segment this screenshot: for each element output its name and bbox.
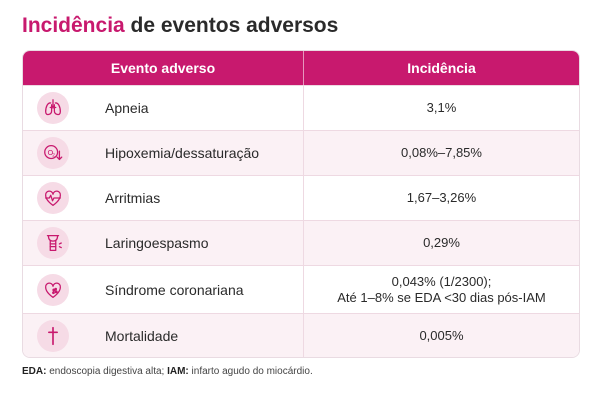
footnote-def-iam: infarto agudo do miocárdio. — [188, 366, 313, 377]
table-header: Evento adverso Incidência — [23, 51, 579, 85]
oxygen-down-icon: O 2 — [37, 137, 69, 169]
incidence-cell: 0,29% — [304, 235, 579, 251]
table-row: O 2 Hipoxemia/dessaturação 0,08%–7,85% — [23, 130, 579, 175]
incidence-cell: 3,1% — [304, 100, 579, 116]
cell-divider — [303, 176, 304, 220]
event-cell: Síndrome coronariana — [23, 266, 303, 313]
title-rest: de eventos adversos — [124, 14, 339, 37]
cell-divider — [303, 86, 304, 130]
table-row: Síndrome coronariana 0,043% (1/2300); At… — [23, 265, 579, 313]
heart-rhythm-icon — [37, 182, 69, 214]
incidence-value: 0,043% (1/2300); — [391, 273, 492, 289]
event-label: Hipoxemia/dessaturação — [105, 145, 260, 161]
event-cell: Apneia — [23, 86, 303, 130]
incidence-note: Até 1–8% se EDA <30 dias pós-IAM — [337, 289, 546, 305]
cell-divider — [303, 221, 304, 265]
svg-text:2: 2 — [52, 153, 55, 159]
incidence-value: 0,29% — [423, 235, 460, 250]
incidence-value: 3,1% — [426, 100, 457, 115]
adverse-events-table: Evento adverso Incidência Apneia 3,1% — [22, 50, 580, 358]
table-row: Laringoespasmo 0,29% — [23, 220, 579, 265]
event-label: Síndrome coronariana — [105, 281, 244, 298]
incidence-value: 1,67–3,26% — [406, 190, 477, 205]
incidence-value: 0,08%–7,85% — [401, 145, 482, 160]
header-incidence: Incidência — [407, 60, 476, 76]
cell-divider — [303, 314, 304, 357]
table-row: Arritmias 1,67–3,26% — [23, 175, 579, 220]
cell-divider — [303, 131, 304, 175]
incidence-cell: 0,08%–7,85% — [304, 145, 579, 161]
table-row: Apneia 3,1% — [23, 85, 579, 130]
event-cell: O 2 Hipoxemia/dessaturação — [23, 131, 303, 175]
event-label: Arritmias — [105, 190, 161, 206]
event-label: Mortalidade — [105, 328, 179, 344]
header-divider — [303, 51, 304, 85]
event-cell: Mortalidade — [23, 314, 303, 357]
title-accent: Incidência — [22, 14, 125, 37]
footnote-abbr-iam: IAM: — [167, 366, 189, 377]
table-row: Mortalidade 0,005% — [23, 313, 579, 357]
event-cell: Laringoespasmo — [23, 221, 303, 265]
event-label: Laringoespasmo — [105, 235, 209, 251]
header-event: Evento adverso — [110, 60, 216, 76]
heart-damage-icon — [37, 273, 69, 306]
larynx-icon — [37, 227, 69, 259]
svg-text:O: O — [48, 148, 54, 157]
footnote-abbr-eda: EDA: — [22, 366, 47, 377]
event-label: Apneia — [105, 100, 149, 116]
lungs-icon — [37, 92, 69, 124]
incidence-cell: 1,67–3,26% — [304, 190, 579, 206]
footnote: EDA: endoscopia digestiva alta; IAM: inf… — [22, 366, 313, 377]
incidence-cell: 0,005% — [304, 328, 579, 344]
page-title: Incidência de eventos adversos — [22, 14, 338, 38]
incidence-cell: 0,043% (1/2300); Até 1–8% se EDA <30 dia… — [304, 274, 579, 306]
footnote-def-eda: endoscopia digestiva alta; — [46, 366, 168, 377]
event-cell: Arritmias — [23, 176, 303, 220]
cell-divider — [303, 266, 304, 313]
cross-icon — [37, 320, 69, 352]
incidence-value: 0,005% — [419, 328, 464, 343]
